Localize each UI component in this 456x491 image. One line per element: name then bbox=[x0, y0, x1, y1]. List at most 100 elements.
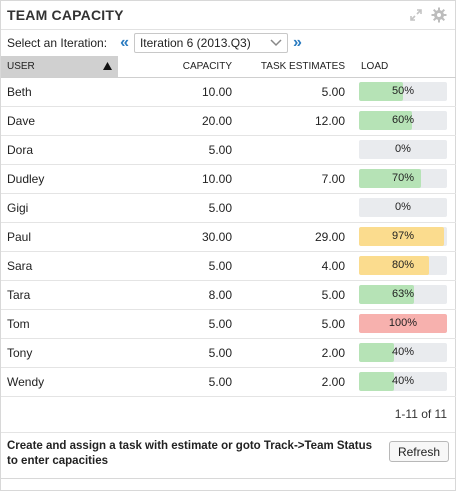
column-header-load[interactable]: LOAD bbox=[361, 60, 389, 72]
iteration-label: Select an Iteration: bbox=[7, 36, 108, 50]
task-estimates-cell: 5.00 bbox=[321, 316, 345, 331]
load-bar: 50% bbox=[359, 82, 447, 101]
load-percent: 0% bbox=[395, 201, 411, 213]
load-cell: 63% bbox=[351, 280, 456, 309]
capacity-table: USER CAPACITY TASK ESTIMATES LOAD Beth 10… bbox=[1, 56, 456, 397]
table-row[interactable]: Tara 8.00 5.00 63% bbox=[1, 280, 456, 309]
load-percent: 70% bbox=[391, 172, 415, 184]
user-cell: Beth bbox=[7, 84, 32, 99]
capacity-cell: 5.00 bbox=[208, 142, 232, 157]
iteration-select[interactable]: Iteration 6 (2013.Q3) bbox=[133, 33, 288, 53]
load-percent: 40% bbox=[391, 375, 415, 387]
table-row[interactable]: Dora 5.00 0% bbox=[1, 135, 456, 164]
load-cell: 40% bbox=[351, 367, 456, 396]
capacity-cell: 10.00 bbox=[201, 171, 232, 186]
task-estimates-cell: 4.00 bbox=[321, 258, 345, 273]
load-bar: 40% bbox=[359, 372, 447, 391]
load-bar-fill bbox=[359, 82, 403, 101]
load-bar: 0% bbox=[359, 198, 447, 217]
task-estimates-cell: 5.00 bbox=[321, 84, 345, 99]
task-estimates-cell bbox=[238, 193, 351, 222]
chevron-down-icon bbox=[270, 36, 282, 50]
gear-icon[interactable] bbox=[431, 7, 447, 23]
load-bar: 97% bbox=[359, 227, 447, 246]
load-cell: 70% bbox=[351, 164, 456, 193]
column-header-capacity[interactable]: CAPACITY bbox=[182, 60, 232, 72]
load-percent: 50% bbox=[391, 85, 415, 97]
task-estimates-cell bbox=[238, 135, 351, 164]
pager-range: 1-11 of 11 bbox=[394, 407, 447, 421]
capacity-cell: 5.00 bbox=[208, 316, 232, 331]
table-row[interactable]: Gigi 5.00 0% bbox=[1, 193, 456, 222]
load-percent: 60% bbox=[391, 114, 415, 126]
table-row[interactable]: Paul 30.00 29.00 97% bbox=[1, 222, 456, 251]
task-estimates-cell: 5.00 bbox=[321, 287, 345, 302]
load-bar: 40% bbox=[359, 343, 447, 362]
table-row[interactable]: Dave 20.00 12.00 60% bbox=[1, 106, 456, 135]
next-iteration-button[interactable]: » bbox=[292, 34, 302, 51]
table-header-row: USER CAPACITY TASK ESTIMATES LOAD bbox=[1, 56, 456, 77]
task-estimates-cell: 12.00 bbox=[314, 113, 345, 128]
capacity-cell: 5.00 bbox=[208, 258, 232, 273]
panel-header: TEAM CAPACITY bbox=[1, 1, 455, 30]
table-row[interactable]: Wendy 5.00 2.00 40% bbox=[1, 367, 456, 396]
table-row[interactable]: Tom 5.00 5.00 100% bbox=[1, 309, 456, 338]
iteration-toolbar: Select an Iteration: « Iteration 6 (2013… bbox=[1, 30, 455, 56]
table-row[interactable]: Tony 5.00 2.00 40% bbox=[1, 338, 456, 367]
load-cell: 0% bbox=[351, 193, 456, 222]
load-cell: 97% bbox=[351, 222, 456, 251]
load-cell: 50% bbox=[351, 77, 456, 106]
task-estimates-cell: 29.00 bbox=[314, 229, 345, 244]
load-cell: 60% bbox=[351, 106, 456, 135]
load-bar-fill bbox=[359, 285, 415, 304]
previous-iteration-button[interactable]: « bbox=[120, 34, 129, 51]
column-header-task-estimates[interactable]: TASK ESTIMATES bbox=[260, 60, 345, 72]
user-cell: Dora bbox=[7, 142, 34, 157]
capacity-cell: 20.00 bbox=[201, 113, 232, 128]
load-cell: 0% bbox=[351, 135, 456, 164]
load-bar-fill bbox=[359, 372, 395, 391]
capacity-cell: 5.00 bbox=[208, 200, 232, 215]
load-bar-fill bbox=[359, 343, 395, 362]
load-cell: 40% bbox=[351, 338, 456, 367]
capacity-cell: 10.00 bbox=[201, 84, 232, 99]
load-percent: 80% bbox=[391, 259, 415, 271]
user-cell: Dudley bbox=[7, 171, 45, 186]
table-row[interactable]: Dudley 10.00 7.00 70% bbox=[1, 164, 456, 193]
load-percent: 40% bbox=[391, 346, 415, 358]
user-cell: Wendy bbox=[7, 374, 45, 389]
refresh-button[interactable]: Refresh bbox=[388, 441, 449, 462]
load-percent: 100% bbox=[388, 317, 418, 329]
footer-message: Create and assign a task with estimate o… bbox=[7, 440, 373, 467]
expand-icon[interactable] bbox=[409, 8, 423, 22]
user-cell: Paul bbox=[7, 229, 32, 244]
user-cell: Tony bbox=[7, 345, 33, 360]
load-bar: 63% bbox=[359, 285, 447, 304]
user-cell: Tom bbox=[7, 316, 30, 331]
load-percent: 0% bbox=[395, 143, 411, 155]
table-row[interactable]: Beth 10.00 5.00 50% bbox=[1, 77, 456, 106]
load-bar-fill bbox=[359, 111, 412, 130]
user-cell: Tara bbox=[7, 287, 31, 302]
task-estimates-cell: 2.00 bbox=[321, 345, 345, 360]
capacity-cell: 5.00 bbox=[208, 345, 232, 360]
load-cell: 100% bbox=[351, 309, 456, 338]
load-bar-fill bbox=[359, 256, 430, 275]
sort-ascending-icon[interactable] bbox=[103, 62, 112, 73]
load-percent: 63% bbox=[391, 288, 415, 300]
load-bar-fill bbox=[359, 314, 447, 333]
table-row[interactable]: Sara 5.00 4.00 80% bbox=[1, 251, 456, 280]
capacity-cell: 8.00 bbox=[208, 287, 232, 302]
user-cell: Gigi bbox=[7, 200, 29, 215]
user-cell: Dave bbox=[7, 113, 36, 128]
capacity-cell: 5.00 bbox=[208, 374, 232, 389]
load-bar: 0% bbox=[359, 140, 447, 159]
user-cell: Sara bbox=[7, 258, 33, 273]
load-bar: 80% bbox=[359, 256, 447, 275]
load-bar: 70% bbox=[359, 169, 447, 188]
column-header-user[interactable]: USER bbox=[1, 56, 118, 77]
task-estimates-cell: 2.00 bbox=[321, 374, 345, 389]
iteration-select-value: Iteration 6 (2013.Q3) bbox=[139, 36, 251, 50]
task-estimates-cell: 7.00 bbox=[321, 171, 345, 186]
